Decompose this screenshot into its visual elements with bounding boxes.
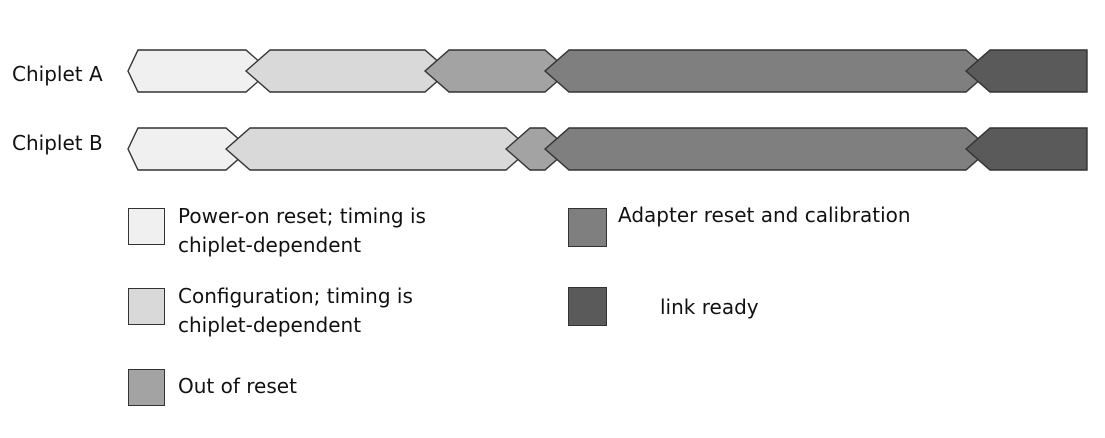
legend-line: Out of reset [178,374,297,398]
legend-line: chiplet-dependent [178,313,362,337]
adapter-reset-swatch [568,208,607,247]
out-of-reset-swatch [128,369,165,406]
timeline-segment-configuration [224,127,532,171]
chiplet-b-timeline [127,127,1088,171]
timeline-segment-adapter-reset [543,49,992,93]
chiplet-a-timeline [127,49,1088,93]
legend-out-of-reset-text: Out of reset [178,372,297,401]
legend-line: chiplet-dependent [178,233,362,257]
timeline-segment-configuration [244,49,451,93]
legend-configuration-text: Configuration; timing is chiplet-depende… [178,282,413,340]
configuration-swatch [128,288,165,325]
link-ready-swatch [568,287,607,326]
timeline-segment-adapter-reset [543,127,992,171]
legend-link-ready-text: link ready [660,293,759,322]
legend-line: link ready [660,295,759,319]
timeline-segment-link-ready [964,127,1088,171]
legend-line: Configuration; timing is [178,284,413,308]
legend-line: Adapter reset and calibration [618,203,911,227]
legend-power-on-reset-text: Power-on reset; timing is chiplet-depend… [178,202,426,260]
timeline-segment-link-ready [964,49,1088,93]
legend-line: Power-on reset; timing is [178,204,426,228]
legend-adapter-reset-text: Adapter reset and calibration [618,201,911,230]
chiplet-b-label: Chiplet B [12,131,103,155]
power-on-reset-swatch [128,208,165,245]
chiplet-a-label: Chiplet A [12,62,103,86]
